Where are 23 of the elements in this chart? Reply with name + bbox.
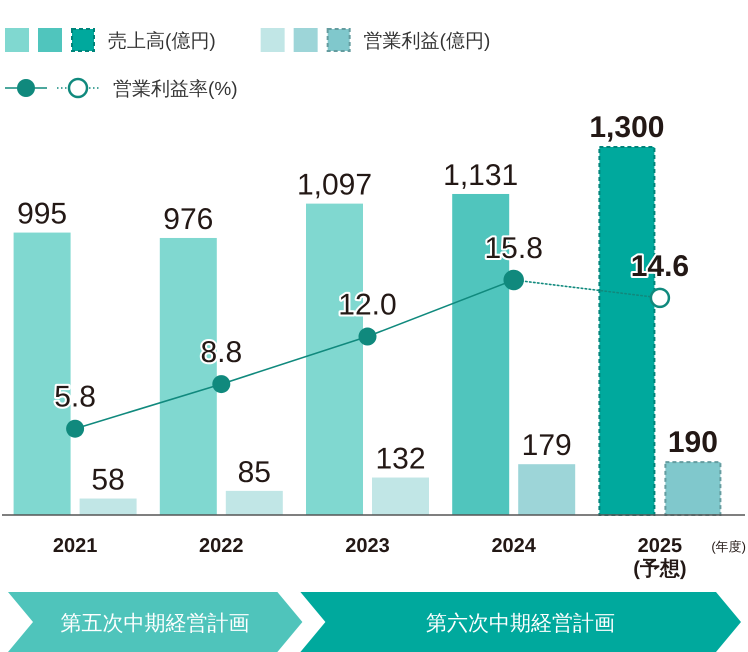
data-label: 1,131 [443,158,518,192]
data-label: 85 [238,456,271,489]
x-axis-title: (年度) [711,539,746,554]
x-tick-label: 2023 [345,535,390,557]
data-label: 5.8 [54,380,96,414]
data-label: 132 [375,442,426,476]
data-label: 1,097 [296,168,372,202]
x-tick-label: 2024 [491,535,537,557]
data-label: 12.0 [338,288,397,322]
data-label: 190 [668,426,718,460]
legend-label: 売上高(億円) [108,30,216,52]
data-label: 995 [17,198,68,231]
x-tick-label: 2021 [52,535,98,557]
data-label: 1,300 [589,111,664,144]
legend-label: 営業利益率(%) [113,78,238,100]
data-label: 58 [91,464,125,497]
annotation: 第六次中期経営計画 [426,612,616,635]
legend-label: 営業利益(億円) [364,31,490,52]
x-tick-label: 2025 (予想) [633,535,687,580]
data-label: 8.8 [200,336,242,370]
data-label: 976 [163,202,214,236]
data-label: 179 [522,429,572,462]
x-tick-label: 2022 [199,535,244,557]
